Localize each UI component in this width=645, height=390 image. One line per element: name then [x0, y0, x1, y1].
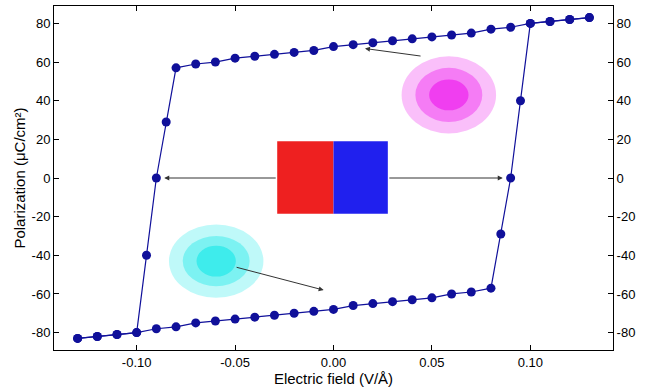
- svg-text:-40: -40: [32, 248, 51, 263]
- svg-text:-20: -20: [32, 209, 51, 224]
- svg-text:60: 60: [36, 55, 50, 70]
- svg-text:60: 60: [617, 55, 631, 70]
- svg-text:20: 20: [36, 132, 50, 147]
- svg-text:-60: -60: [32, 287, 51, 302]
- svg-text:0.05: 0.05: [419, 355, 444, 370]
- svg-text:-0.10: -0.10: [122, 355, 152, 370]
- svg-text:0: 0: [43, 171, 50, 186]
- svg-text:-0.05: -0.05: [220, 355, 250, 370]
- svg-text:-60: -60: [617, 287, 636, 302]
- svg-text:0.10: 0.10: [518, 355, 543, 370]
- svg-text:80: 80: [617, 16, 631, 31]
- svg-text:0.00: 0.00: [321, 355, 346, 370]
- svg-text:80: 80: [36, 16, 50, 31]
- svg-text:-40: -40: [617, 248, 636, 263]
- svg-text:0: 0: [617, 171, 624, 186]
- svg-text:20: 20: [617, 132, 631, 147]
- svg-text:-80: -80: [32, 325, 51, 340]
- svg-text:-20: -20: [617, 209, 636, 224]
- svg-text:Polarization (μC/cm²): Polarization (μC/cm²): [11, 107, 28, 248]
- svg-text:40: 40: [617, 93, 631, 108]
- svg-text:-80: -80: [617, 325, 636, 340]
- svg-text:Electric field (V/Å): Electric field (V/Å): [274, 370, 393, 387]
- svg-text:40: 40: [36, 93, 50, 108]
